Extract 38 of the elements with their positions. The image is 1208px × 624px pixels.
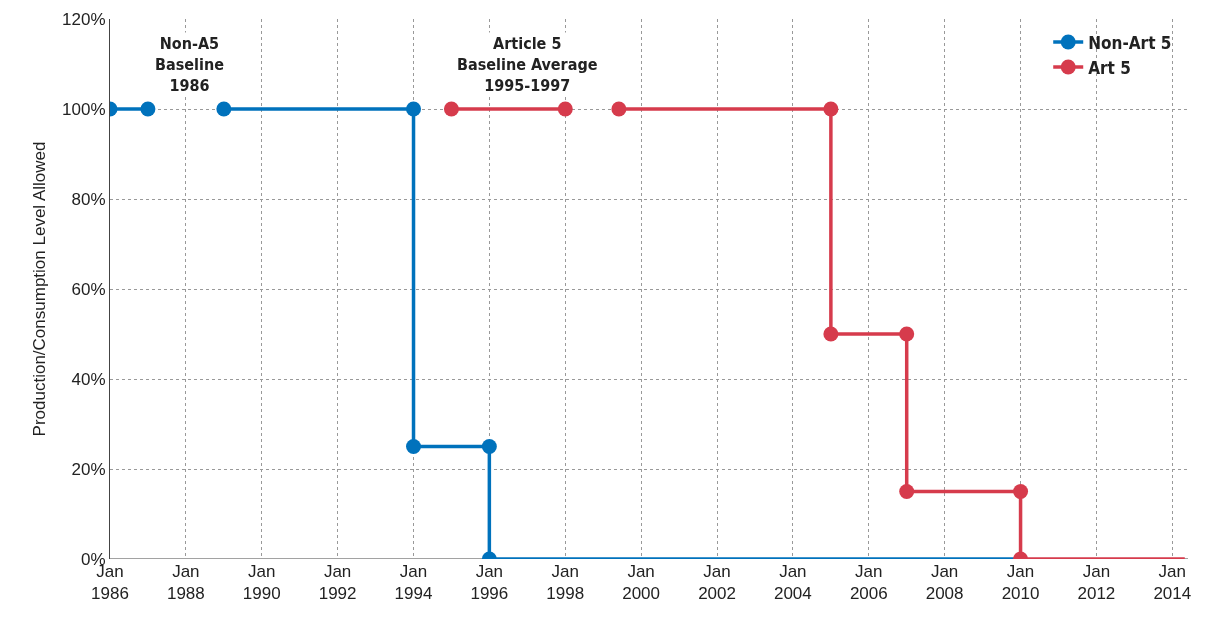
point bbox=[557, 101, 573, 117]
point bbox=[216, 101, 232, 117]
point bbox=[406, 439, 422, 454]
x-tick-label: Jan 1990 bbox=[242, 562, 281, 604]
x-tick-label: Jan 1988 bbox=[166, 562, 205, 604]
y-tick-label: 40% bbox=[71, 369, 106, 389]
x-tick-label: Jan 2014 bbox=[1153, 562, 1192, 604]
y-tick-label: 100% bbox=[62, 99, 106, 119]
point bbox=[899, 326, 915, 342]
point bbox=[481, 439, 497, 454]
y-tick-label: 80% bbox=[71, 189, 106, 209]
x-tick-label: Jan 2000 bbox=[622, 562, 661, 604]
y-tick-label: 120% bbox=[62, 9, 106, 29]
x-tick-label: Jan 2006 bbox=[849, 562, 888, 604]
y-axis-title: Production/Consumption Level Allowed bbox=[29, 141, 49, 437]
point bbox=[823, 101, 839, 117]
x-tick-label: Jan 1994 bbox=[394, 562, 433, 604]
x-tick-label: Jan 2010 bbox=[1001, 562, 1040, 604]
x-tick-label: Jan 2002 bbox=[698, 562, 736, 604]
annotation: Article 5 Baseline Average 1995-1997 bbox=[457, 34, 598, 95]
point bbox=[823, 326, 839, 342]
x-tick-label: Jan 1998 bbox=[546, 562, 585, 604]
y-tick-label: 60% bbox=[71, 279, 106, 299]
point bbox=[611, 101, 627, 117]
legend-label: Non-Art 5 bbox=[1088, 32, 1172, 53]
x-tick-label: Jan 1996 bbox=[470, 562, 509, 604]
x-tick-label: Jan 2012 bbox=[1077, 562, 1116, 604]
point bbox=[140, 101, 156, 117]
annotation: Non-A5 Baseline 1986 bbox=[155, 34, 225, 95]
y-tick-label: 20% bbox=[71, 459, 106, 479]
x-tick-label: Jan 2008 bbox=[925, 562, 964, 604]
x-tick-label: Jan 1992 bbox=[318, 562, 357, 604]
point bbox=[443, 101, 459, 117]
legend-label: Art 5 bbox=[1088, 57, 1131, 78]
point bbox=[406, 101, 422, 117]
point bbox=[1013, 484, 1029, 499]
x-tick-label: Jan 2004 bbox=[773, 562, 812, 604]
point bbox=[899, 484, 915, 499]
